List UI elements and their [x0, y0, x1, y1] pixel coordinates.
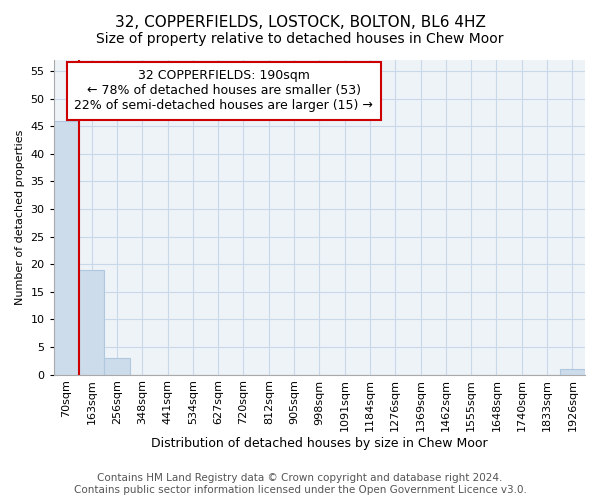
Text: Contains HM Land Registry data © Crown copyright and database right 2024.
Contai: Contains HM Land Registry data © Crown c…	[74, 474, 526, 495]
Y-axis label: Number of detached properties: Number of detached properties	[15, 130, 25, 305]
Text: 32, COPPERFIELDS, LOSTOCK, BOLTON, BL6 4HZ: 32, COPPERFIELDS, LOSTOCK, BOLTON, BL6 4…	[115, 15, 485, 30]
Bar	[54, 120, 79, 374]
Bar	[79, 270, 104, 374]
Text: 32 COPPERFIELDS: 190sqm
← 78% of detached houses are smaller (53)
22% of semi-de: 32 COPPERFIELDS: 190sqm ← 78% of detache…	[74, 70, 373, 112]
Bar	[560, 369, 585, 374]
Bar	[104, 358, 130, 374]
X-axis label: Distribution of detached houses by size in Chew Moor: Distribution of detached houses by size …	[151, 437, 488, 450]
Text: Size of property relative to detached houses in Chew Moor: Size of property relative to detached ho…	[96, 32, 504, 46]
